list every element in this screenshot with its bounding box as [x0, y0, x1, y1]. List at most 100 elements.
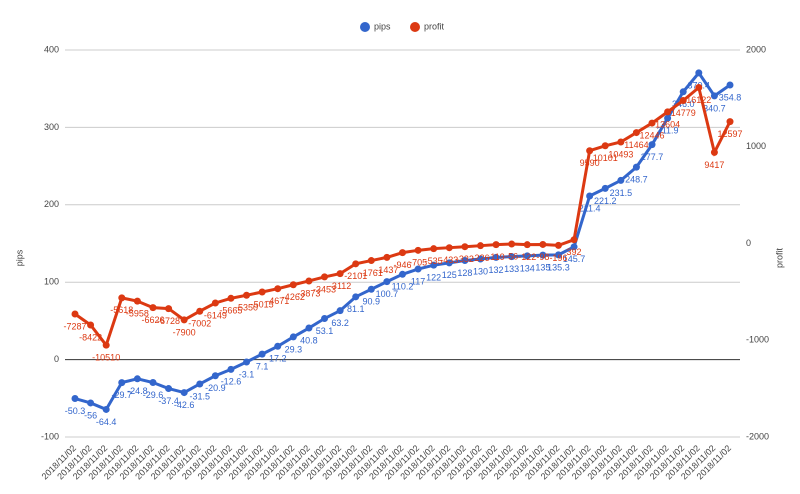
legend-marker — [360, 22, 370, 32]
data-label: -12.6 — [221, 377, 242, 387]
data-label: 145.7 — [563, 254, 586, 264]
data-point — [352, 293, 360, 301]
data-label: 392 — [567, 247, 582, 257]
data-label: -705 — [409, 258, 427, 268]
data-point — [679, 88, 687, 96]
data-point — [632, 129, 640, 137]
data-label: -122 — [518, 252, 536, 262]
data-point — [289, 281, 297, 289]
data-point — [430, 245, 438, 253]
y-axis-title: pips — [14, 249, 24, 266]
data-label: -7287 — [63, 321, 86, 331]
data-point — [508, 240, 516, 248]
data-point — [632, 163, 640, 171]
data-point — [243, 358, 251, 366]
data-point — [165, 385, 173, 393]
data-label: 346.0 — [672, 99, 695, 109]
data-point — [321, 273, 329, 281]
data-label: -24.8 — [127, 386, 148, 396]
data-label: -5618 — [110, 305, 133, 315]
data-label: -4262 — [282, 292, 305, 302]
data-point — [383, 253, 391, 261]
data-point — [648, 141, 656, 149]
data-point — [601, 142, 609, 150]
data-label: -3.1 — [239, 369, 255, 379]
data-point — [414, 246, 422, 254]
data-label: -56 — [505, 251, 518, 261]
data-point — [274, 342, 282, 350]
data-label: 135 — [535, 262, 550, 272]
data-label: 135.3 — [547, 262, 570, 272]
data-point — [492, 253, 500, 261]
data-label: 9417 — [704, 160, 724, 170]
data-label: -5665 — [219, 306, 242, 316]
y2-tick-label: 0 — [746, 238, 751, 248]
data-label: 221.2 — [594, 196, 617, 206]
data-label: 17.2 — [269, 354, 287, 364]
data-point — [664, 108, 672, 116]
data-point — [710, 92, 718, 100]
data-label: 9590 — [580, 158, 600, 168]
data-label: 90.9 — [363, 297, 381, 307]
y2-tick-label: 1000 — [746, 141, 766, 151]
data-point — [570, 236, 578, 244]
data-label: -3873 — [297, 288, 320, 298]
data-point — [539, 240, 547, 248]
data-point — [508, 253, 516, 261]
data-point — [554, 241, 562, 249]
data-point — [523, 241, 531, 249]
y2-tick-label: -1000 — [746, 335, 769, 345]
data-point — [149, 304, 157, 312]
data-point — [336, 270, 344, 278]
data-label: -31.5 — [190, 391, 211, 401]
data-label: 63.2 — [331, 318, 349, 328]
data-point — [196, 380, 204, 388]
data-label: -50.3 — [65, 406, 86, 416]
data-label: -29.6 — [143, 390, 164, 400]
data-point — [149, 379, 157, 387]
data-point — [133, 297, 141, 305]
data-point — [165, 305, 173, 313]
data-point — [71, 395, 79, 403]
legend-label: profit — [424, 21, 445, 31]
data-point — [180, 389, 188, 397]
data-label: -56 — [84, 410, 97, 420]
data-label: 40.8 — [300, 335, 318, 345]
data-label: -98 — [536, 252, 549, 262]
data-label: 133 — [504, 264, 519, 274]
data-label: -64.4 — [96, 417, 117, 427]
data-label: -3112 — [329, 281, 351, 291]
data-point — [554, 251, 562, 259]
data-point — [352, 260, 360, 268]
data-label: 117 — [411, 276, 425, 286]
y2-axis-title: profit — [774, 248, 784, 269]
data-point — [305, 324, 313, 332]
data-point — [430, 261, 438, 269]
data-point — [617, 138, 625, 146]
y-tick-label: 0 — [54, 354, 59, 364]
data-label: 211.4 — [579, 203, 601, 213]
data-label: -37.4 — [158, 396, 179, 406]
data-point — [118, 379, 126, 387]
data-point — [289, 333, 297, 341]
data-point — [367, 285, 375, 293]
data-point — [617, 176, 625, 184]
data-label: -5015 — [251, 299, 274, 309]
data-label: -196 — [549, 253, 567, 263]
data-label: -6728 — [157, 316, 180, 326]
legend-label: pips — [374, 21, 391, 31]
data-point — [695, 69, 703, 77]
data-point — [461, 257, 469, 265]
data-label: -535 — [425, 256, 443, 266]
data-label: -1761 — [360, 268, 383, 278]
data-point — [414, 265, 422, 273]
data-label: 10101 — [593, 153, 618, 163]
data-point — [383, 278, 391, 286]
data-point — [679, 97, 687, 105]
data-point — [87, 321, 95, 329]
data-label: -433 — [440, 255, 458, 265]
data-label: -2101 — [344, 271, 367, 281]
y-tick-label: 100 — [44, 277, 59, 287]
data-point — [399, 249, 406, 257]
